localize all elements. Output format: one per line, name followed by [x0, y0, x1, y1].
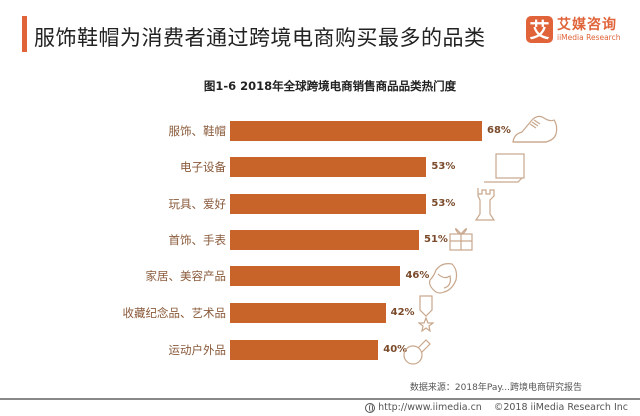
category-label: 运动户外品: [168, 343, 227, 357]
category-label: 家居、美容产品: [145, 269, 227, 283]
data-source-note: 数据来源：2018年Pay...跨境电商研究报告: [409, 383, 582, 393]
bar: [230, 121, 482, 141]
value-label: 46%: [405, 270, 430, 281]
chart-row: 运动户外品 40%: [0, 339, 640, 361]
title-accent-bar: [22, 16, 27, 52]
value-label: 68%: [487, 125, 511, 136]
chart-title: 图1-6 2018年全球跨境电商销售商品品类热门度: [203, 79, 457, 93]
logo-name-cn: 艾媒咨询: [557, 17, 617, 33]
chart-row: 服饰、鞋帽 68%: [0, 120, 640, 142]
laptop-icon: [484, 153, 525, 183]
sneaker-icon: [512, 115, 558, 143]
chart-row: 电子设备 53%: [0, 156, 640, 178]
medal-icon: [418, 295, 434, 332]
bar: [230, 266, 401, 286]
globe-icon: [365, 402, 376, 413]
chart-row: 玩具、爱好 53%: [0, 193, 640, 215]
chess-rook-icon: [474, 188, 496, 221]
bar: [230, 303, 386, 323]
value-label: 53%: [431, 161, 456, 172]
footer-divider: [0, 398, 640, 400]
value-label: 51%: [424, 234, 448, 245]
value-label: 53%: [431, 198, 456, 209]
bar: [230, 194, 427, 214]
woman-face-icon: [429, 263, 458, 294]
value-label: 40%: [383, 344, 408, 355]
value-label: 42%: [390, 307, 415, 318]
page-title: 服饰鞋帽为消费者通过跨境电商购买最多的品类: [34, 26, 486, 50]
category-label: 服饰、鞋帽: [168, 124, 227, 138]
footer: http://www.iimedia.cn ©2018 iiMedia Rese…: [365, 402, 628, 413]
bar: [230, 230, 419, 250]
logo-name-en: iiMedia Research: [557, 33, 621, 42]
category-label: 电子设备: [180, 160, 226, 174]
footer-copyright: ©2018 iiMedia Research Inc: [493, 402, 628, 413]
iimedia-logo: 艾 艾媒咨询 iiMedia Research: [526, 16, 620, 43]
whistle-icon: [403, 339, 431, 365]
category-label: 收藏纪念品、艺术品: [122, 306, 227, 320]
gift-box-icon: [449, 228, 473, 251]
category-label: 玩具、爱好: [168, 197, 227, 211]
bar: [230, 157, 427, 177]
bar: [230, 340, 379, 360]
logo-mark-icon: 艾: [526, 16, 553, 43]
category-label: 首饰、手表: [168, 233, 227, 247]
chart-row: 收藏纪念品、艺术品 42%: [0, 302, 640, 324]
chart-row: 家居、美容产品 46%: [0, 265, 640, 287]
footer-url[interactable]: http://www.iimedia.cn: [378, 402, 482, 413]
chart-row: 首饰、手表 51%: [0, 229, 640, 251]
bar-chart: 服饰、鞋帽 68% 电子设备 53% 玩具、爱好 53% 首饰、手表 51% 家…: [0, 112, 640, 372]
